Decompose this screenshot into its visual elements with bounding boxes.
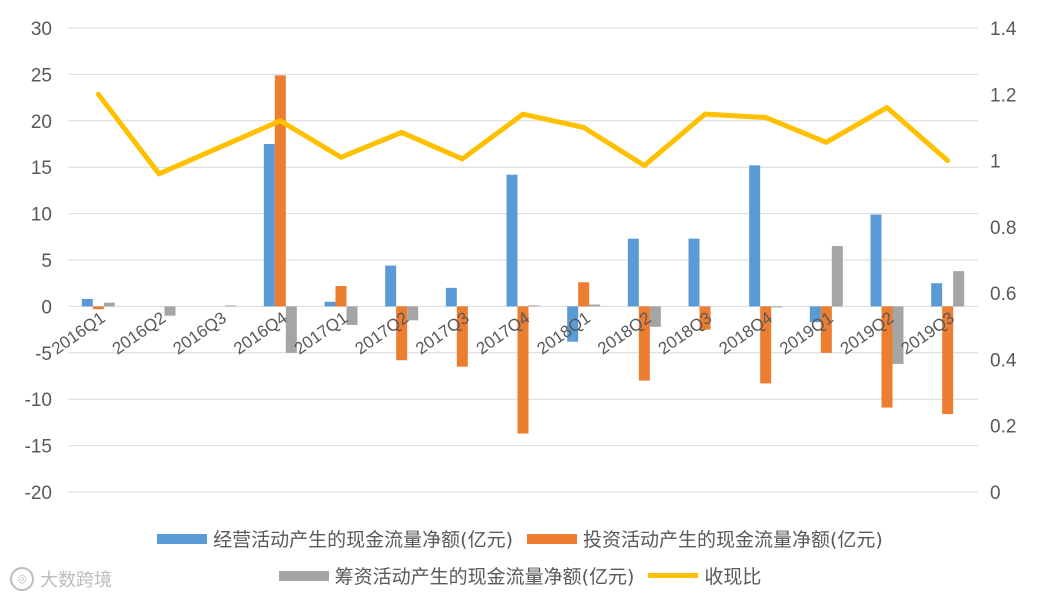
line-series xyxy=(95,91,951,177)
bar-investing xyxy=(578,282,590,307)
bar-financing xyxy=(831,246,843,307)
bar-investing xyxy=(760,306,772,384)
watermark-text: 大数跨境 xyxy=(40,570,112,591)
bar-financing xyxy=(589,304,601,307)
left-tick-label: -5 xyxy=(35,344,52,365)
legend-label-investing: 投资活动产生的现金流量净额(亿元) xyxy=(583,529,883,551)
bar-operating xyxy=(385,265,397,307)
right-tick-label: 0.6 xyxy=(990,284,1016,305)
bar-investing xyxy=(274,75,286,307)
bar-operating xyxy=(445,287,457,307)
legend-swatch-operating xyxy=(157,533,208,544)
legend-swatch-cash-ratio xyxy=(648,573,699,578)
combo-chart: 30 25 20 15 10 5 0 -5 -10 -15 -20 1.4 1.2 1 0.8 0.6 0.4… xyxy=(25,19,1017,504)
legend-label-financing: 筹资活动产生的现金流量净额(亿元) xyxy=(334,566,635,588)
left-tick-label: -10 xyxy=(25,390,52,411)
right-axis-ticks: 1.4 1.2 1 0.8 0.6 0.4 0.2 0 xyxy=(990,19,1017,504)
bar-financing xyxy=(225,305,237,307)
bar-investing xyxy=(942,306,954,415)
bar-operating xyxy=(627,238,639,307)
bar-investing xyxy=(396,306,408,361)
left-tick-label: -20 xyxy=(25,483,52,504)
bar-financing xyxy=(649,306,661,327)
bar-series xyxy=(81,75,965,434)
right-tick-label: 1.4 xyxy=(990,19,1017,40)
category-label: 2016Q3 xyxy=(170,308,230,358)
category-label: 2018Q3 xyxy=(655,308,715,358)
bar-financing xyxy=(346,306,358,325)
bar-operating xyxy=(506,174,518,307)
watermark-logo-icon: ◎ xyxy=(10,567,34,591)
left-tick-label: 10 xyxy=(31,205,52,226)
bar-financing xyxy=(164,306,176,316)
right-tick-label: 0.8 xyxy=(990,218,1016,239)
bar-investing xyxy=(517,306,529,434)
bar-financing xyxy=(771,306,783,308)
left-tick-label: 0 xyxy=(41,297,52,318)
bar-investing xyxy=(820,306,832,353)
bar-investing xyxy=(881,306,893,408)
bar-investing xyxy=(335,285,347,307)
left-tick-label: 30 xyxy=(31,19,52,40)
watermark: ◎ 大数跨境 xyxy=(10,566,112,592)
bar-financing xyxy=(103,302,115,307)
bar-investing xyxy=(638,306,650,381)
legend-row-1: 经营活动产生的现金流量净额(亿元) 投资活动产生的现金流量净额(亿元) xyxy=(0,525,1040,552)
bar-financing xyxy=(285,306,297,353)
legend-item-cash-ratio: 收现比 xyxy=(648,562,761,589)
bar-financing xyxy=(953,271,965,307)
left-tick-label: -15 xyxy=(25,437,52,458)
bar-operating xyxy=(688,238,700,307)
legend-item-investing: 投资活动产生的现金流量净额(亿元) xyxy=(527,525,883,552)
category-label: 2016Q1 xyxy=(48,308,108,358)
bar-operating xyxy=(809,306,821,323)
category-label: 2016Q4 xyxy=(230,308,290,358)
legend-swatch-investing xyxy=(527,533,577,544)
category-label: 2017Q1 xyxy=(291,308,351,358)
legend-label-cash-ratio: 收现比 xyxy=(704,566,762,588)
legend-swatch-financing xyxy=(278,570,329,581)
right-tick-label: 0 xyxy=(990,483,1001,504)
bar-operating xyxy=(324,301,336,307)
bar-operating xyxy=(567,306,579,342)
left-tick-label: 20 xyxy=(31,112,52,133)
left-tick-label: 5 xyxy=(41,251,52,272)
bar-investing xyxy=(456,306,468,367)
cash-ratio-line xyxy=(95,91,951,177)
right-tick-label: 0.4 xyxy=(990,350,1017,371)
bar-operating xyxy=(870,214,882,307)
legend-item-operating: 经营活动产生的现金流量净额(亿元) xyxy=(157,525,513,552)
bar-investing xyxy=(92,306,104,310)
legend-row-2: 筹资活动产生的现金流量净额(亿元) 收现比 xyxy=(0,562,1040,589)
bar-operating xyxy=(263,144,275,307)
bar-financing xyxy=(528,305,540,307)
bar-operating xyxy=(931,283,943,307)
bar-operating xyxy=(749,165,761,307)
bar-financing xyxy=(407,306,419,321)
category-label: 2018Q1 xyxy=(534,308,594,358)
right-tick-label: 1 xyxy=(990,152,1001,173)
left-tick-label: 25 xyxy=(31,65,52,86)
left-axis-ticks: 30 25 20 15 10 5 0 -5 -10 -15 -20 xyxy=(25,19,52,504)
right-tick-label: 1.2 xyxy=(990,85,1016,106)
legend-label-operating: 经营活动产生的现金流量净额(亿元) xyxy=(213,529,513,551)
legend-item-financing: 筹资活动产生的现金流量净额(亿元) xyxy=(278,562,635,589)
bar-financing xyxy=(892,306,904,364)
left-tick-label: 15 xyxy=(31,158,52,179)
bar-operating xyxy=(81,298,93,307)
right-tick-label: 0.2 xyxy=(990,417,1016,438)
bar-investing xyxy=(699,306,711,330)
category-label: 2016Q2 xyxy=(109,308,169,358)
